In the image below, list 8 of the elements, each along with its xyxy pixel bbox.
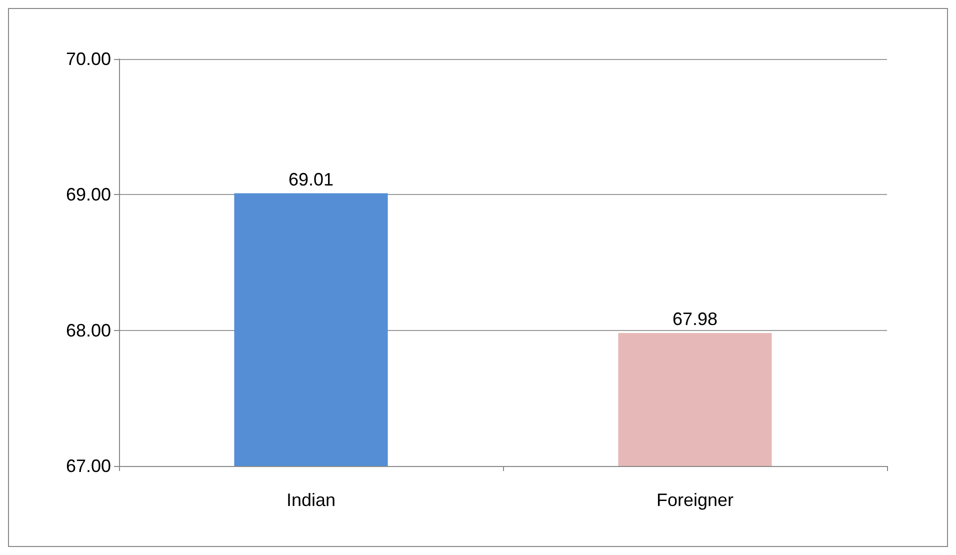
y-tick-label: 70.00 xyxy=(66,49,111,69)
y-tick-label: 68.00 xyxy=(66,320,111,340)
y-tick-label: 67.00 xyxy=(66,456,111,476)
x-tick-label: Foreigner xyxy=(656,490,734,510)
data-label: 69.01 xyxy=(288,169,334,190)
data-label: 67.98 xyxy=(672,309,718,330)
y-tick-label: 69.00 xyxy=(66,184,111,205)
x-tick-label: Indian xyxy=(286,490,336,510)
